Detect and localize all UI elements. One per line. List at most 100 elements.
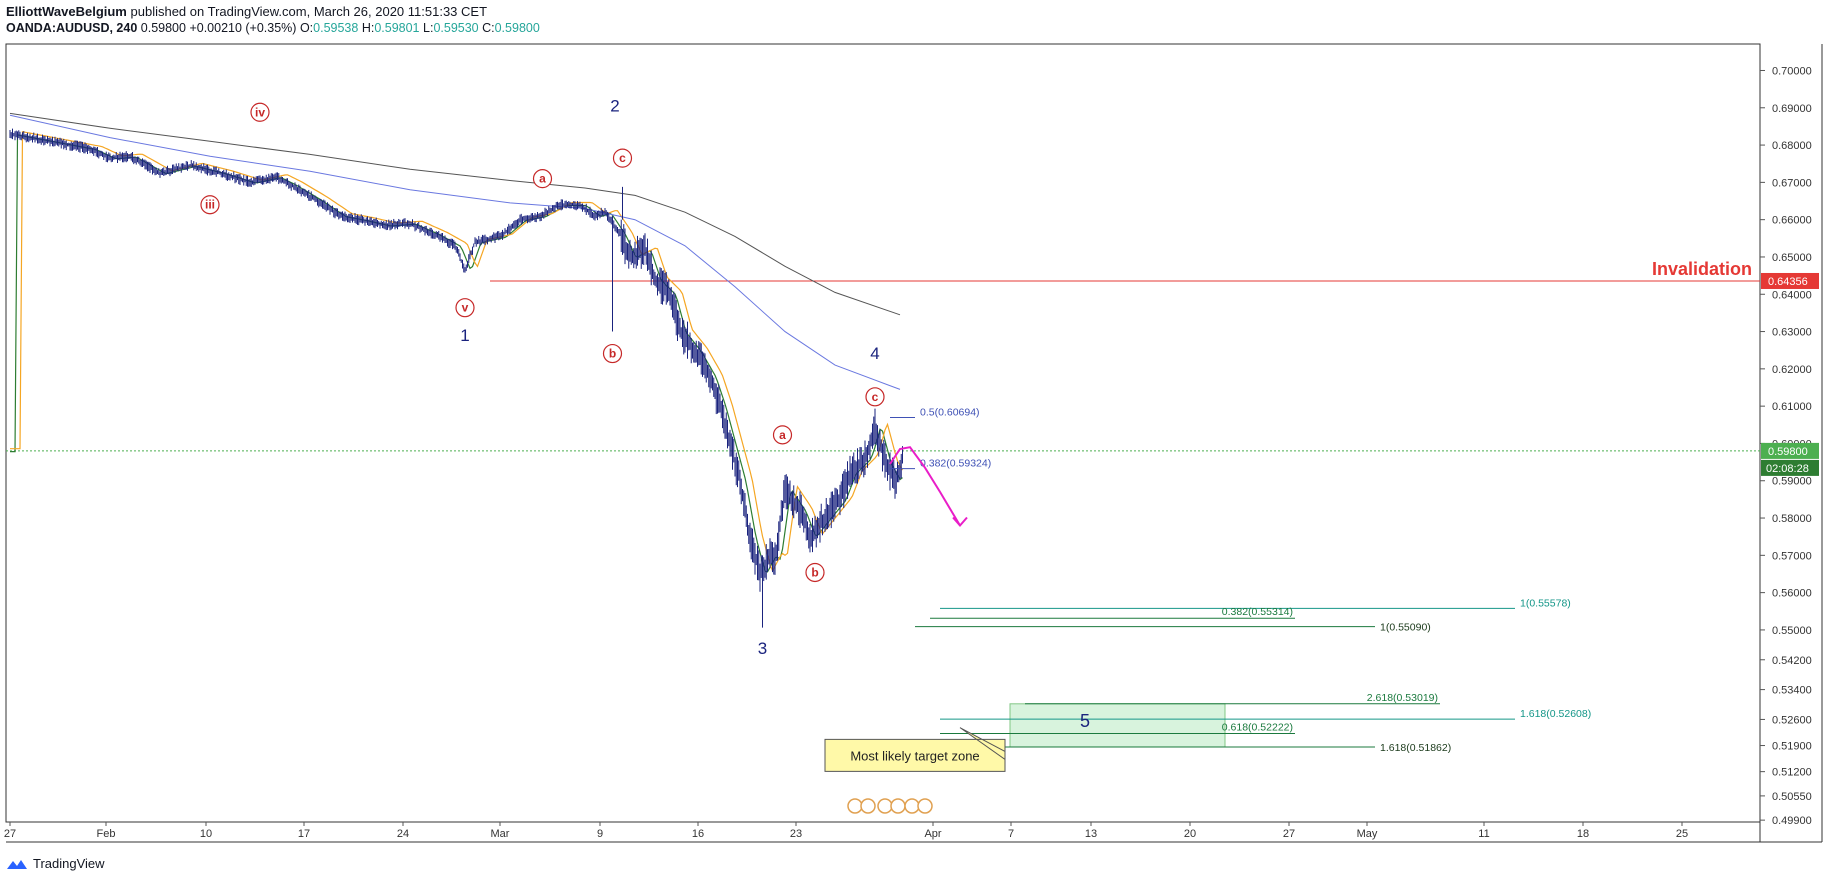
x-tick-label: 11	[1478, 828, 1489, 840]
y-tick-label: 0.61000	[1772, 401, 1812, 413]
wave-label-circle	[200, 195, 220, 215]
fib-level-label: 1(0.55578)	[1520, 597, 1571, 609]
y-tick-label: 0.57000	[1772, 550, 1812, 562]
projection-arrow[interactable]	[889, 446, 961, 527]
x-tick-label: 25	[1676, 828, 1688, 840]
x-tick-label: 16	[692, 828, 704, 840]
wave-label-3[interactable]: 3	[758, 639, 767, 658]
x-tick-label: 18	[1577, 828, 1589, 840]
economic-event-flag-icon[interactable]	[917, 798, 933, 814]
wave-label-circle	[532, 169, 553, 189]
wave-label-circle	[772, 425, 793, 445]
y-tick-label: 0.55000	[1772, 625, 1812, 637]
wave-label-5[interactable]: 5	[1080, 711, 1090, 731]
close-value: 0.59800	[494, 21, 540, 35]
x-tick-label: Apr	[924, 828, 941, 840]
brand-name[interactable]: TradingView	[33, 856, 105, 871]
economic-event-flag-icon[interactable]	[904, 798, 920, 814]
wave-label-c[interactable]: c	[872, 390, 879, 404]
low-value: 0.59530	[433, 21, 479, 35]
high-label: H:	[361, 21, 375, 35]
last-price-tag	[1761, 442, 1819, 459]
y-tick-label: 0.50550	[1772, 791, 1812, 803]
invalidation-price-label: 0.64356	[1768, 276, 1808, 288]
fib-level-label: 0.382(0.59324)	[920, 458, 991, 470]
x-tick-label: 7	[1008, 828, 1014, 840]
x-tick-label: 9	[597, 828, 603, 840]
y-tick-label: 0.68000	[1772, 140, 1812, 152]
wave-label-circle	[612, 148, 633, 168]
low-label: L:	[423, 21, 434, 35]
y-tick-label: 0.54200	[1772, 655, 1812, 667]
author-name[interactable]: ElliottWaveBelgium	[6, 4, 127, 19]
x-tick-label: 13	[1085, 828, 1097, 840]
x-tick-label: 20	[1184, 828, 1196, 840]
high-value: 0.59801	[374, 21, 420, 35]
open-value: 0.59538	[313, 21, 359, 35]
y-tick-label: 0.66000	[1772, 215, 1812, 227]
countdown-tag	[1761, 459, 1819, 476]
wave-label-b[interactable]: b	[811, 565, 818, 579]
callout-text: Most likely target zone	[850, 748, 979, 763]
economic-event-flag-icon[interactable]	[847, 798, 863, 814]
symbol-label[interactable]: OANDA:AUDUSD, 240	[6, 21, 138, 35]
open-label: O:	[299, 21, 314, 35]
economic-event-flag-icon[interactable]	[860, 798, 876, 814]
fib-level-label: 1.618(0.52608)	[1520, 708, 1591, 720]
y-tick-label: 0.69000	[1772, 103, 1812, 115]
x-tick-label: 17	[298, 828, 310, 840]
fib-level-label: 1.618(0.51862)	[1380, 742, 1451, 754]
y-tick-label: 0.58000	[1772, 513, 1812, 525]
wave-label-4[interactable]: 4	[870, 344, 879, 363]
wave-label-iii[interactable]: iii	[205, 198, 215, 212]
y-tick-label: 0.67000	[1772, 177, 1812, 189]
target-zone-box[interactable]	[1009, 703, 1226, 748]
close-label: C:	[482, 21, 495, 35]
y-tick-label: 0.51200	[1772, 767, 1812, 779]
y-tick-label: 0.65000	[1772, 252, 1812, 264]
wave-label-iv[interactable]: iv	[255, 105, 265, 119]
y-tick-label: 0.63000	[1772, 327, 1812, 339]
y-tick-label: 0.56000	[1772, 588, 1812, 600]
footer: TradingView	[6, 856, 105, 871]
target-zone-callout[interactable]	[824, 727, 1006, 772]
invalidation-price-tag	[1761, 272, 1819, 289]
wave-label-circle	[805, 562, 825, 583]
x-tick-label: 24	[397, 828, 409, 840]
fib-level-label: 0.5(0.60694)	[920, 407, 980, 419]
wave-label-c[interactable]: c	[619, 151, 626, 165]
published-text: published on TradingView.com, March 26, …	[130, 4, 488, 19]
last-price-label: 0.59800	[1768, 446, 1808, 458]
wave-label-circle	[865, 387, 885, 407]
y-tick-label: 0.70000	[1772, 65, 1812, 77]
x-tick-label: Feb	[97, 828, 116, 840]
x-tick-label: Mar	[491, 828, 510, 840]
moving-average-line	[9, 112, 901, 316]
x-tick-label: 27	[1283, 828, 1295, 840]
wave-label-a[interactable]: a	[539, 172, 546, 186]
wave-label-2[interactable]: 2	[610, 97, 619, 116]
wave-label-circle	[455, 298, 475, 318]
countdown-label: 02:08:28	[1766, 463, 1809, 475]
economic-event-flag-icon[interactable]	[890, 798, 906, 814]
invalidation-label: Invalidation	[1652, 259, 1752, 279]
price-change: +0.00210 (+0.35%)	[189, 21, 297, 35]
wave-label-v[interactable]: v	[462, 301, 469, 315]
x-tick-label: 27	[4, 828, 16, 840]
fib-level-label: 0.382(0.55314)	[1222, 606, 1293, 618]
economic-event-flag-icon[interactable]	[877, 798, 893, 814]
chart-title-line: ElliottWaveBelgium published on TradingV…	[6, 4, 487, 19]
wave-label-1[interactable]: 1	[460, 326, 469, 345]
wave-label-circle	[250, 102, 270, 122]
y-tick-label: 0.59000	[1772, 476, 1812, 488]
fib-level-label: 0.618(0.52222)	[1222, 722, 1293, 734]
y-tick-label: 0.53400	[1772, 685, 1812, 697]
ema-line	[10, 130, 904, 573]
wave-label-a[interactable]: a	[779, 428, 786, 442]
tradingview-logo-icon[interactable]	[6, 857, 28, 871]
wave-label-b[interactable]: b	[609, 347, 616, 361]
x-tick-label: 10	[200, 828, 212, 840]
y-tick-label: 0.64000	[1772, 289, 1812, 301]
last-price: 0.59800	[140, 21, 186, 35]
